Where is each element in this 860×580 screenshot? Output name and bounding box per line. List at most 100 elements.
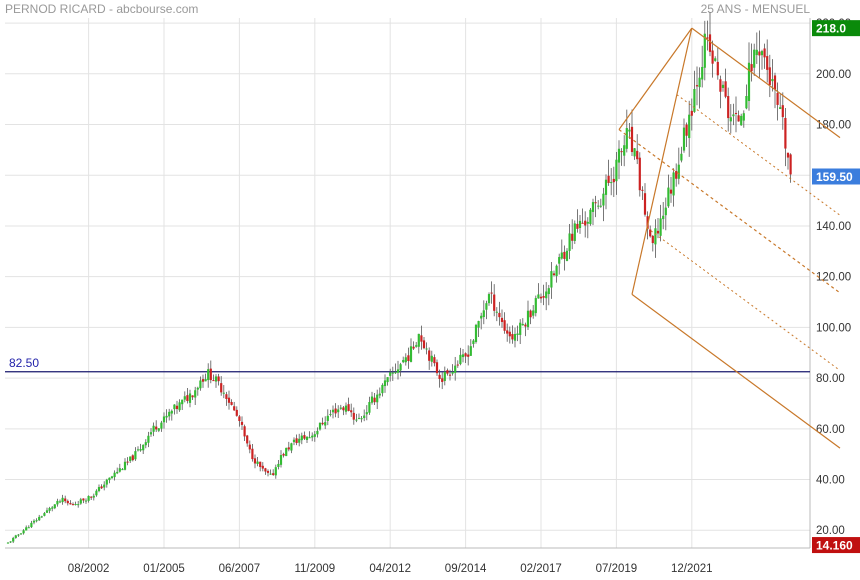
- candle-up: [324, 422, 327, 426]
- candle-up: [714, 58, 717, 61]
- candle-up: [472, 340, 475, 345]
- candle-down: [643, 193, 647, 215]
- candle-down: [737, 115, 740, 122]
- candle-up: [386, 377, 389, 383]
- candle-up: [521, 323, 524, 326]
- candle-down: [768, 67, 771, 85]
- candle-down: [630, 126, 634, 153]
- candle-down: [750, 64, 753, 72]
- candle-up: [755, 49, 758, 56]
- candle-up: [61, 497, 64, 503]
- price-badges: 218.0 159.50 14.160: [812, 20, 860, 554]
- candle-up: [516, 333, 519, 335]
- candle-up: [136, 449, 140, 451]
- candle-up: [207, 369, 210, 381]
- candle-up: [355, 419, 358, 421]
- candle-down: [724, 81, 727, 97]
- candle-down: [295, 438, 298, 444]
- candle-up: [313, 434, 316, 437]
- badge-high: 218.0: [816, 22, 846, 36]
- candle-up: [628, 129, 631, 132]
- candle-up: [391, 372, 394, 374]
- candle-down: [438, 374, 441, 379]
- candle-down: [685, 124, 688, 136]
- candle-up: [105, 479, 108, 485]
- candle-down: [766, 56, 769, 70]
- candle-up: [357, 417, 361, 419]
- candle-down: [64, 498, 67, 502]
- candle-up: [139, 449, 142, 451]
- candle-up: [469, 346, 472, 356]
- candle-up: [308, 437, 311, 439]
- candle-up: [662, 215, 665, 220]
- y-tick-label: 180.00: [816, 120, 851, 132]
- candle-down: [209, 368, 212, 381]
- badge-last-bg: [812, 168, 860, 185]
- candle-up: [461, 354, 465, 358]
- candle-up: [339, 407, 342, 409]
- candle-down: [584, 220, 587, 226]
- candle-up: [417, 333, 420, 347]
- candle-down: [259, 461, 262, 467]
- pitchfork-inner-upper: [676, 94, 841, 216]
- candle-up: [664, 207, 667, 216]
- candle-up: [103, 484, 106, 488]
- candle-up: [183, 396, 186, 400]
- x-tick-label: 12/2021: [671, 563, 713, 575]
- candle-up: [688, 114, 691, 139]
- candle-up: [537, 294, 540, 299]
- candle-down: [82, 498, 85, 501]
- y-axis: 20.0040.0060.0080.00100.00120.00140.0016…: [816, 18, 851, 537]
- candle-down: [539, 296, 543, 299]
- candle-up: [625, 128, 628, 149]
- candle-up: [771, 79, 774, 82]
- candle-up: [194, 390, 197, 398]
- candle-up: [48, 508, 51, 511]
- candle-down: [763, 48, 766, 58]
- candle-up: [116, 471, 119, 474]
- candle-up: [14, 535, 17, 538]
- candle-up: [602, 193, 605, 206]
- candle-down: [261, 465, 264, 469]
- candle-up: [680, 153, 683, 161]
- candle-down: [220, 383, 223, 393]
- candle-up: [615, 159, 618, 182]
- candle-up: [568, 233, 571, 251]
- candle-up: [519, 322, 522, 335]
- candle-up: [425, 348, 428, 350]
- candle-up: [285, 447, 288, 457]
- x-tick-label: 08/2002: [68, 563, 110, 575]
- candle-up: [565, 250, 569, 261]
- x-tick-label: 07/2019: [596, 563, 638, 575]
- candle-up: [17, 534, 20, 536]
- candle-up: [87, 495, 90, 501]
- candle-down: [435, 362, 439, 374]
- y-tick-label: 100.00: [816, 322, 851, 334]
- candle-up: [144, 442, 147, 446]
- candle-down: [651, 235, 654, 244]
- candle-up: [35, 520, 38, 522]
- candle-down: [649, 229, 652, 237]
- candle-down: [784, 117, 787, 149]
- candle-up: [555, 265, 558, 277]
- candle-down: [498, 312, 501, 318]
- candle-up: [300, 435, 303, 441]
- candle-up: [672, 172, 675, 196]
- candle-down: [175, 405, 179, 410]
- candle-up: [58, 501, 62, 503]
- chart-title: PERNOD RICARD - abcbourse.com: [5, 2, 198, 16]
- y-tick-label: 80.00: [816, 373, 845, 385]
- candle-up: [654, 228, 657, 245]
- candle-down: [711, 50, 714, 64]
- candle-up: [623, 145, 626, 156]
- candle-up: [495, 311, 498, 313]
- candle-up: [482, 310, 485, 318]
- pitchfork-median: [618, 129, 841, 294]
- candle-down: [90, 496, 93, 498]
- candle-down: [191, 395, 194, 398]
- candle-up: [196, 387, 199, 390]
- candle-up: [532, 310, 535, 316]
- candle-up: [214, 376, 218, 382]
- candle-up: [368, 402, 371, 413]
